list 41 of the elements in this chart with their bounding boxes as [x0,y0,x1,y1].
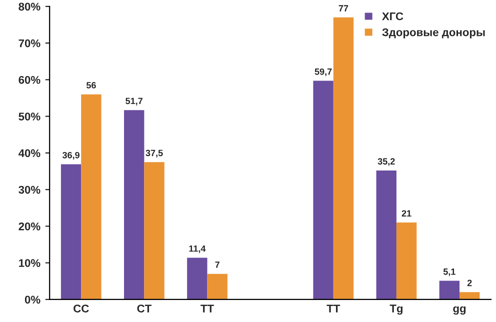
y-tick-label: 50% [18,112,40,120]
data-label: 56 [86,82,96,88]
data-label: 36,9 [62,152,80,160]
bar [396,222,417,300]
data-label: 51,7 [126,98,142,106]
x-tick-label: TT [326,304,340,312]
data-label: 2 [467,280,472,286]
legend-label: ХГС [382,12,404,20]
data-label: 7 [215,262,220,268]
x-tick-label: gg [453,306,466,315]
bar [187,258,208,300]
bar [81,94,102,300]
bar [439,280,460,300]
bar [333,17,354,300]
legend-label: Здоровые доноры [382,28,485,38]
bar [60,164,82,300]
y-tick-label: 0% [24,296,40,304]
y-tick-label: 20% [18,222,40,230]
x-tick-label: CC [74,304,89,312]
y-tick-label: 70% [18,39,40,48]
x-tick-label: CT [137,304,152,312]
y-tick-label: 60% [18,76,40,84]
bar [313,80,334,300]
y-tick-label: 30% [18,186,40,194]
data-label: 35,2 [378,158,395,166]
y-tick-label: 40% [18,149,40,158]
x-tick-label: TT [200,304,214,312]
bar [207,274,228,300]
bar [144,162,164,300]
bar [124,110,144,300]
data-label: 5,1 [443,268,456,276]
data-label: 77 [338,5,348,12]
data-label: 59,7 [314,68,332,76]
data-label: 21 [402,210,412,216]
x-tick-label: Tg [390,304,402,315]
y-tick-label: 10% [19,259,40,267]
y-tick-label: 80% [18,2,40,11]
data-label: 11,4 [189,245,206,254]
bar [460,292,480,300]
data-label: 37,5 [146,150,163,158]
bar [376,170,396,300]
